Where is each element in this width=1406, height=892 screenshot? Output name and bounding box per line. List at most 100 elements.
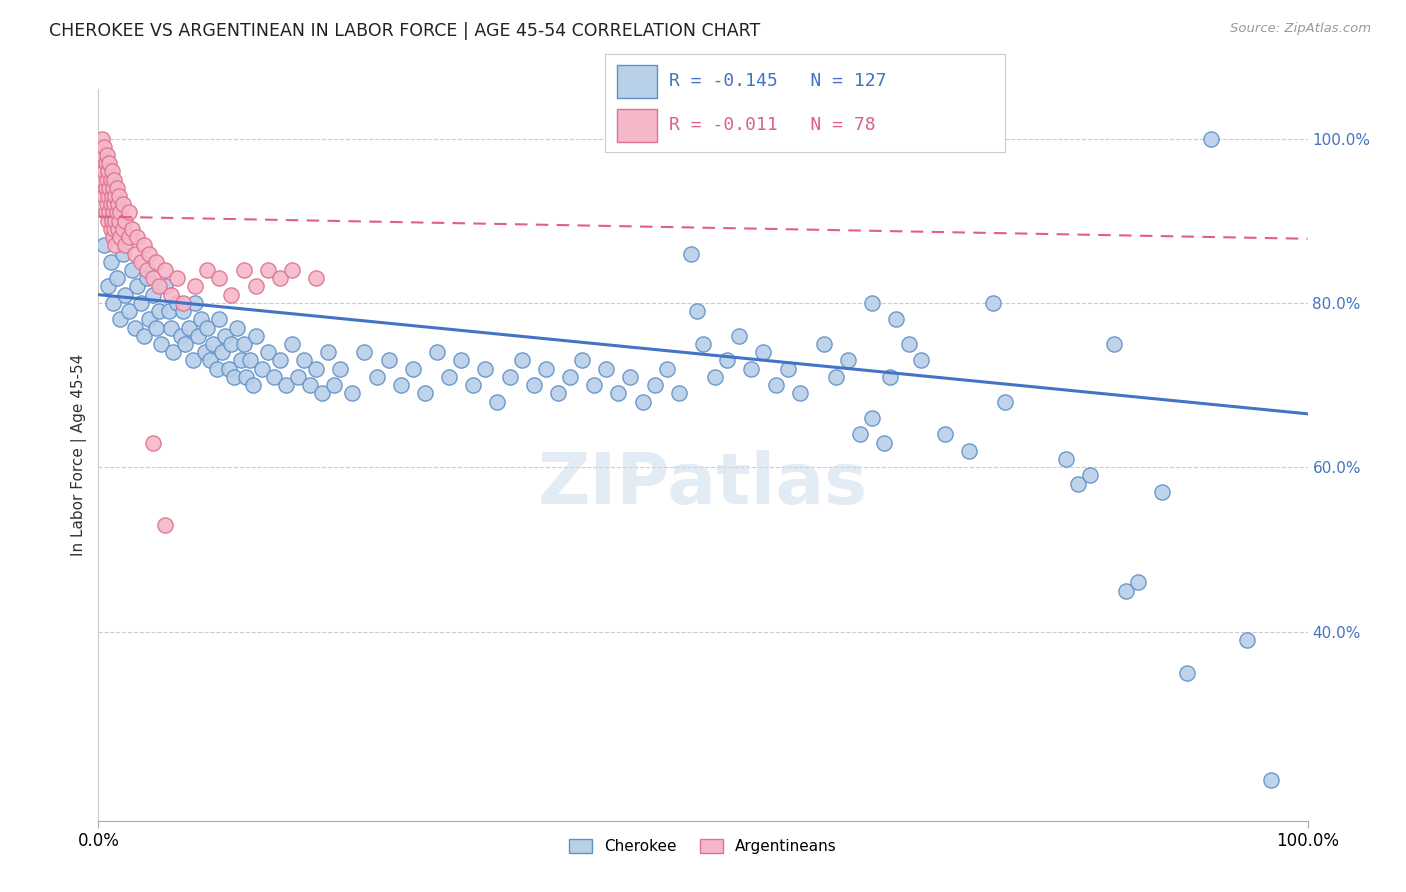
Point (108, 189, 131, 203)
Point (486, 394, 509, 409)
Point (498, 369, 520, 384)
Point (111, 222, 134, 236)
Point (450, 353, 472, 368)
Point (91, 148, 114, 162)
Point (148, 304, 170, 318)
Point (474, 361, 496, 376)
Point (198, 353, 221, 368)
Point (366, 369, 388, 384)
Point (221, 287, 243, 301)
Point (105, 205, 128, 219)
Point (97, 164, 120, 178)
Point (692, 337, 714, 351)
Point (728, 328, 751, 343)
Point (166, 296, 188, 310)
Point (135, 263, 157, 277)
Point (389, 378, 412, 392)
Point (571, 353, 593, 368)
Point (860, 411, 883, 425)
Point (323, 378, 346, 392)
Point (160, 320, 183, 334)
Point (100, 172, 122, 186)
Point (1102, 337, 1125, 351)
Point (157, 304, 180, 318)
Point (97, 213, 120, 227)
Point (101, 205, 124, 219)
Point (103, 197, 125, 211)
Point (100, 189, 122, 203)
Point (96, 148, 118, 162)
Point (100, 164, 122, 178)
Point (93, 164, 115, 178)
Point (704, 369, 727, 384)
Point (229, 353, 252, 368)
Point (316, 345, 339, 359)
Point (202, 337, 225, 351)
Point (124, 320, 146, 334)
Point (142, 271, 165, 285)
Point (668, 386, 690, 401)
Point (93, 238, 115, 252)
Point (184, 296, 207, 310)
Point (145, 254, 167, 268)
Point (127, 230, 149, 244)
Point (153, 517, 176, 532)
Point (91, 172, 114, 186)
Point (873, 435, 896, 450)
Point (111, 197, 134, 211)
Point (256, 263, 278, 277)
Text: R = -0.145   N = 127: R = -0.145 N = 127 (669, 72, 886, 90)
Point (94, 205, 117, 219)
FancyBboxPatch shape (617, 110, 657, 142)
Point (269, 271, 291, 285)
Point (523, 378, 546, 392)
Point (242, 378, 264, 392)
Point (1054, 452, 1077, 467)
Point (181, 353, 204, 368)
Point (214, 328, 236, 343)
Point (211, 345, 233, 359)
Point (644, 378, 666, 392)
Point (169, 328, 191, 343)
Point (860, 296, 883, 310)
Y-axis label: In Labor Force | Age 45-54: In Labor Force | Age 45-54 (72, 354, 87, 556)
Point (1067, 476, 1090, 491)
Point (342, 386, 364, 401)
Point (1199, 131, 1222, 145)
Point (101, 230, 124, 244)
Point (148, 279, 170, 293)
Point (134, 238, 156, 252)
Point (190, 312, 212, 326)
Point (631, 394, 654, 409)
Point (153, 263, 176, 277)
Point (118, 230, 141, 244)
Point (239, 353, 262, 368)
Point (98, 205, 121, 219)
Point (101, 296, 124, 310)
Point (107, 197, 129, 211)
Point (886, 312, 908, 326)
Point (100, 213, 122, 227)
Point (994, 394, 1017, 409)
Point (329, 361, 352, 376)
Point (534, 361, 557, 376)
Point (108, 213, 131, 227)
Point (162, 345, 184, 359)
Point (166, 271, 188, 285)
Point (134, 328, 156, 343)
Point (208, 312, 231, 326)
Point (274, 378, 297, 392)
Point (105, 271, 128, 285)
Point (305, 271, 328, 285)
Point (153, 279, 176, 293)
Point (752, 345, 775, 359)
Point (245, 279, 267, 293)
Point (595, 361, 617, 376)
Point (114, 213, 136, 227)
Point (716, 353, 738, 368)
Point (655, 361, 678, 376)
Point (108, 312, 131, 326)
Point (121, 222, 143, 236)
Point (129, 296, 152, 310)
Point (195, 320, 218, 334)
